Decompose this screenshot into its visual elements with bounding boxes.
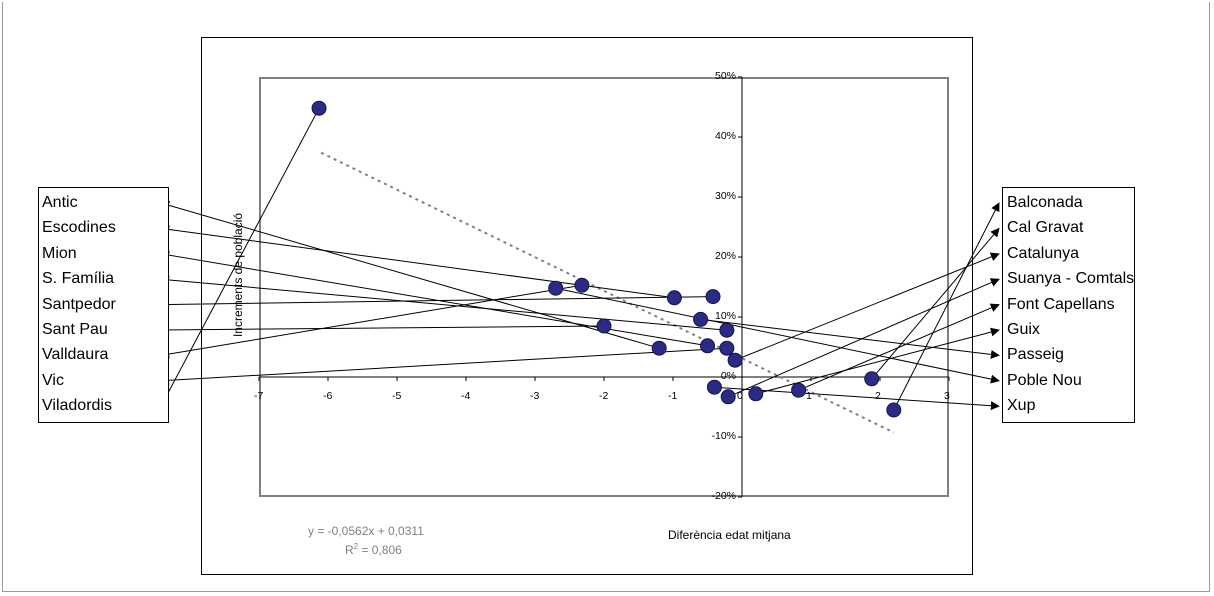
right-label: Poble Nou xyxy=(1007,371,1082,389)
left-label: Valldaura xyxy=(42,346,109,364)
r2-value: = 0,806 xyxy=(358,543,402,557)
x-tick-label: -5 xyxy=(392,390,402,402)
data-point xyxy=(693,311,709,327)
y-tick-label: 30% xyxy=(714,190,736,202)
data-point xyxy=(791,382,807,398)
data-point xyxy=(700,338,715,354)
link-arrow-right xyxy=(728,278,1000,398)
right-label: Suanya - Comtals xyxy=(1007,270,1135,288)
x-tick-label: -3 xyxy=(530,390,540,402)
data-point xyxy=(548,280,564,296)
link-arrow-right xyxy=(871,227,1000,380)
y-tick-label: 40% xyxy=(714,130,736,142)
trendline xyxy=(320,151,895,434)
trendline-r2: R2 = 0,806 xyxy=(345,542,402,557)
data-point xyxy=(311,100,327,116)
data-point xyxy=(574,277,590,293)
link-arrow-left xyxy=(160,284,583,359)
data-point xyxy=(720,389,736,405)
y-tick-label: -20% xyxy=(711,490,736,502)
trendline-layer xyxy=(320,151,895,434)
link-arrow-left xyxy=(160,275,727,331)
y-axis-label: Increments de població xyxy=(231,212,245,338)
link-arrows-layer xyxy=(160,107,1000,411)
right-label: Passeig xyxy=(1007,346,1064,364)
r2-prefix: R xyxy=(345,543,354,557)
right-label: Balconada xyxy=(1007,194,1083,211)
y-tick-label: -10% xyxy=(711,430,736,442)
link-arrow-left xyxy=(160,250,708,347)
link-arrow-right xyxy=(700,318,1000,359)
link-arrow-right xyxy=(555,287,1000,384)
left-label: S. Família xyxy=(42,270,115,288)
data-point xyxy=(886,402,902,418)
link-arrow-left xyxy=(160,107,320,407)
data-point xyxy=(748,386,764,402)
data-points-layer xyxy=(311,100,902,418)
left-label-box: Antic Escodines Mion S. Família Santpedor San… xyxy=(38,187,169,423)
y-tick-label: 10% xyxy=(714,310,736,322)
data-point xyxy=(705,289,721,305)
chart-frame xyxy=(201,37,973,575)
link-arrow-right xyxy=(734,252,1000,361)
left-label: Vic xyxy=(42,371,64,389)
left-label: Antic xyxy=(42,194,78,211)
left-label: Sant Pau xyxy=(42,321,108,338)
left-label: Escodines xyxy=(42,219,116,237)
right-label: Cal Gravat xyxy=(1007,219,1084,237)
plot-area xyxy=(259,77,949,497)
link-arrow-right xyxy=(798,303,1000,391)
right-label: Guix xyxy=(1007,321,1040,338)
r2-exponent: 2 xyxy=(353,542,359,551)
data-point xyxy=(666,290,682,306)
left-label: Viladordis xyxy=(42,397,112,415)
data-point xyxy=(719,340,735,356)
data-point xyxy=(706,379,722,395)
x-tick-label: 0 xyxy=(737,390,743,402)
right-label: Font Capellans xyxy=(1007,295,1115,313)
data-point xyxy=(727,352,743,368)
left-label: Mion xyxy=(42,244,77,262)
link-arrow-right xyxy=(893,202,1000,411)
left-label: Santpedor xyxy=(42,295,116,313)
y-tick-label: 20% xyxy=(714,250,736,262)
x-tick-label: -1 xyxy=(668,390,678,402)
x-axis-label: Diferència edat mitjana xyxy=(668,528,791,542)
link-arrow-right xyxy=(755,327,1000,395)
data-point xyxy=(596,318,612,334)
data-point xyxy=(864,371,880,387)
x-tick-label: 1 xyxy=(806,390,812,402)
x-tick-label: 2 xyxy=(875,390,881,402)
link-arrow-left xyxy=(160,296,714,309)
x-tick-label: -7 xyxy=(254,390,264,402)
right-label-box: Balconada Cal Gravat Catalunya Suanya - Com… xyxy=(1002,187,1135,423)
data-point xyxy=(651,340,667,356)
x-tick-label: -4 xyxy=(461,390,471,402)
right-label: Xup xyxy=(1007,397,1036,415)
axes-layer xyxy=(258,76,950,498)
link-arrow-left xyxy=(160,325,605,335)
right-label: Catalunya xyxy=(1007,244,1080,262)
link-arrow-left xyxy=(160,347,727,385)
data-point xyxy=(719,322,735,338)
x-tick-label: -6 xyxy=(323,390,333,402)
x-tick-label: 3 xyxy=(944,390,950,402)
trendline-equation: y = -0,0562x + 0,0311 xyxy=(308,524,424,538)
y-tick-label: 0% xyxy=(720,370,736,382)
y-tick-label: 50% xyxy=(714,70,736,82)
x-tick-label: -2 xyxy=(599,390,609,402)
